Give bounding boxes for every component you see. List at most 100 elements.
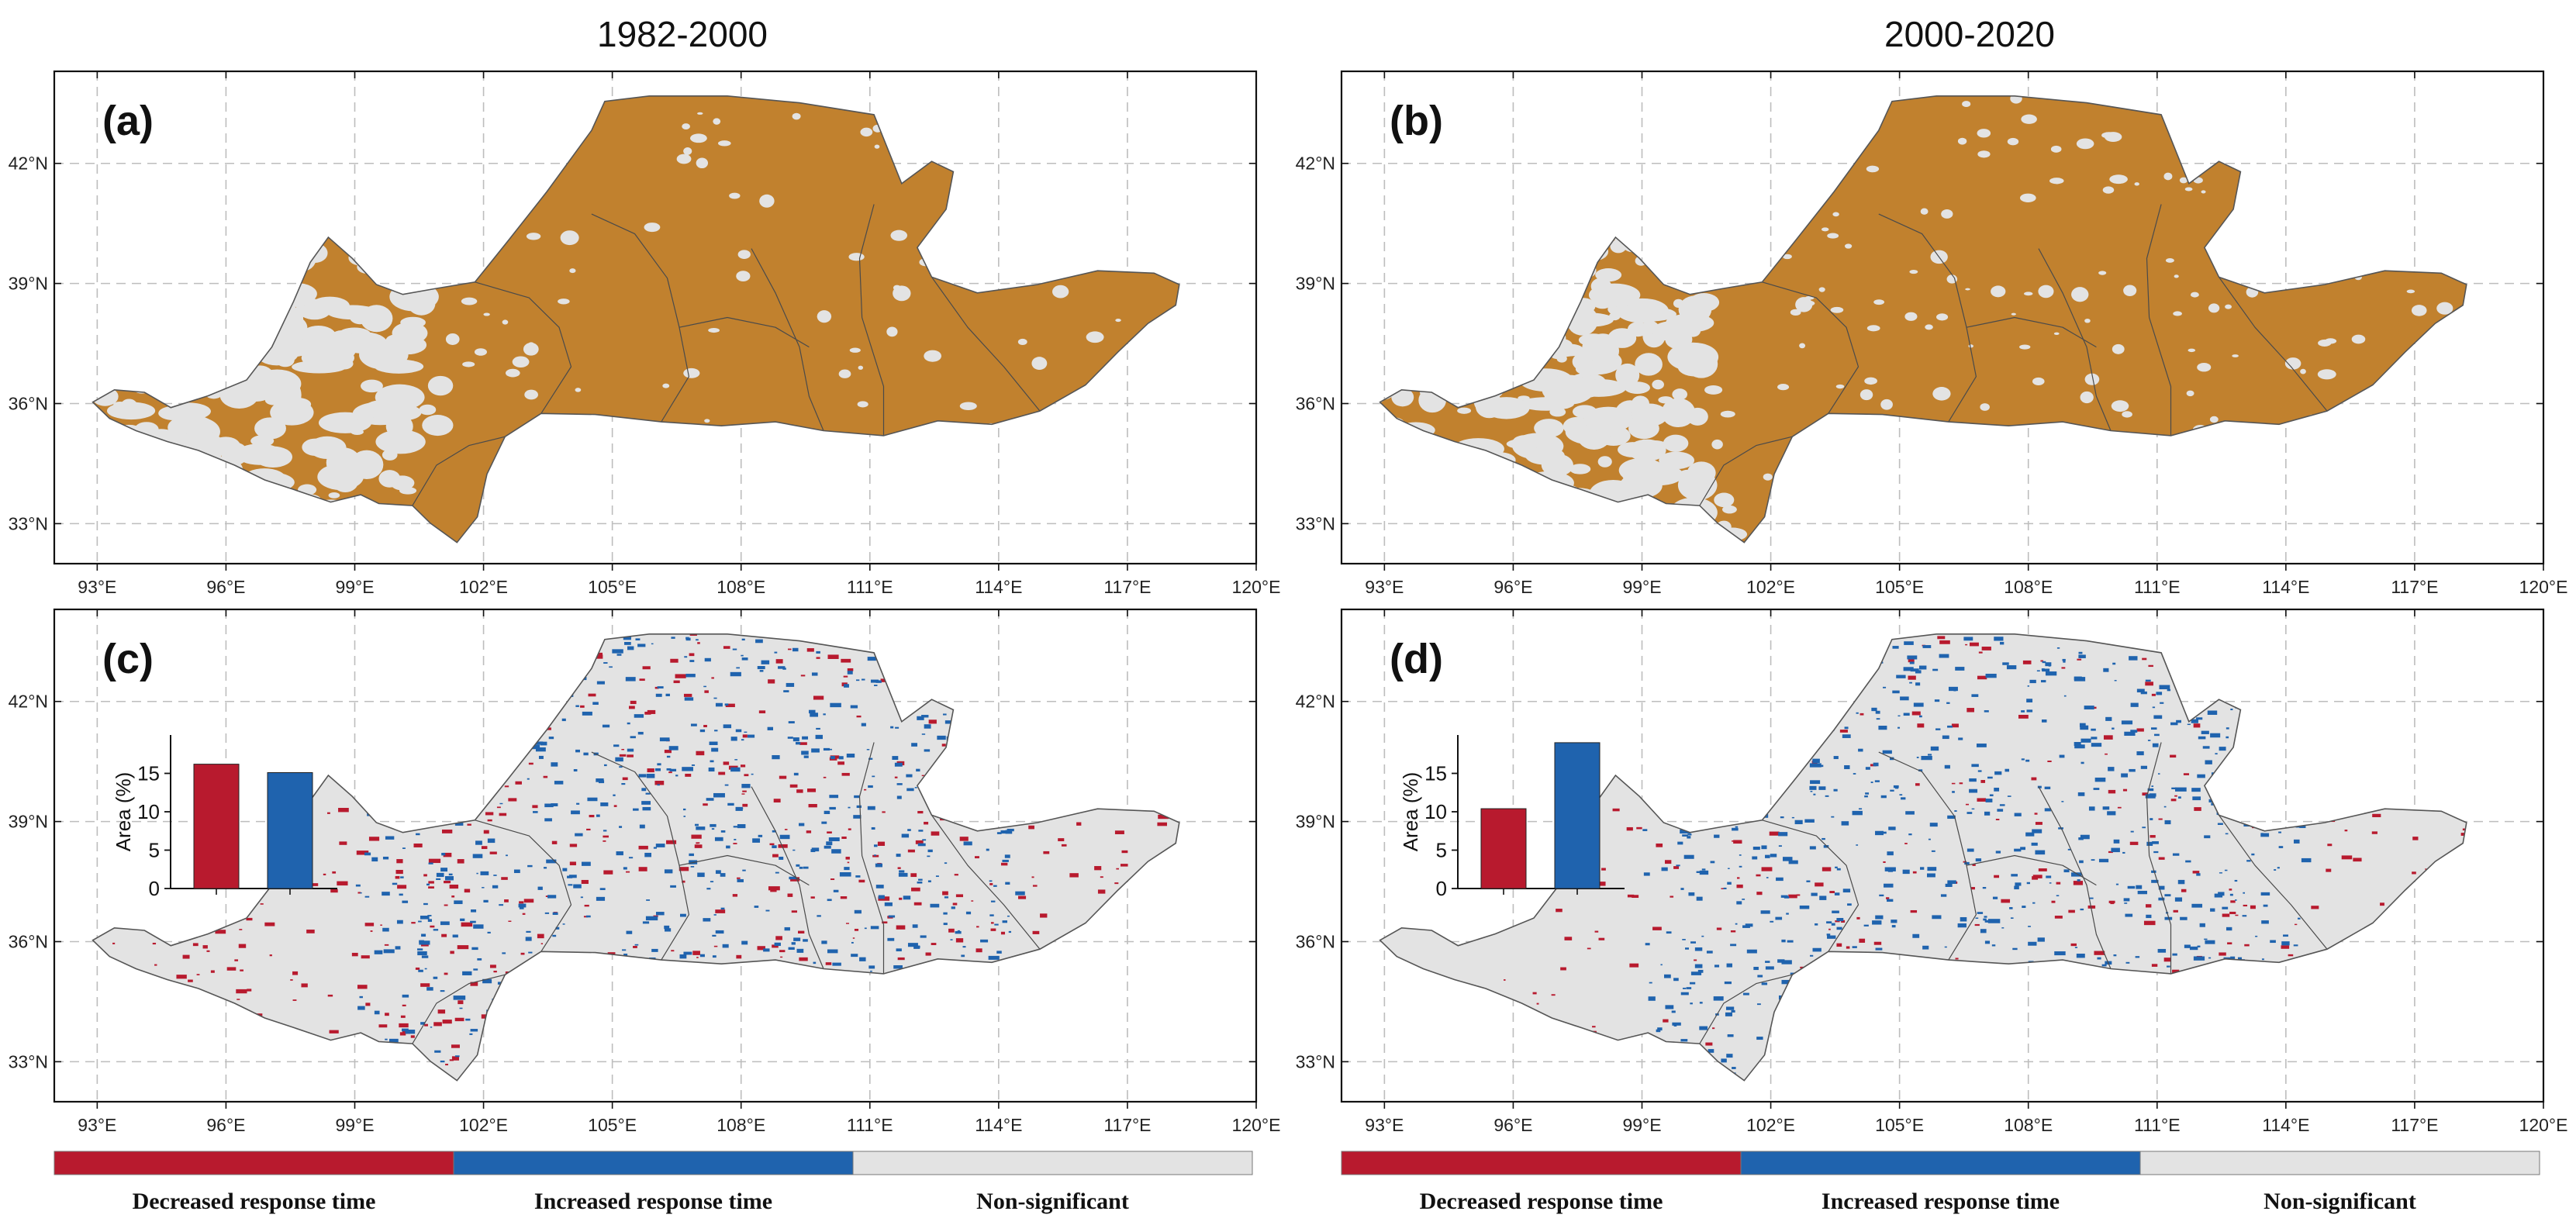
- lon-tick-label: 102°E: [459, 577, 508, 597]
- lon-tick-label: 114°E: [975, 1115, 1022, 1135]
- lon-tick-label: 111°E: [2134, 1115, 2181, 1135]
- inset-bar-increased: [1554, 742, 1601, 889]
- lat-tick-label: 33°N: [9, 1051, 48, 1071]
- lat-tick-label: 36°N: [1296, 393, 1335, 413]
- inset-y-tick-label: 10: [1424, 800, 1447, 823]
- lon-tick-label: 105°E: [588, 1115, 637, 1135]
- legend-swatch: [1341, 1151, 1742, 1175]
- lat-tick-label: 39°N: [9, 812, 48, 832]
- inset-y-tick-label: 15: [1424, 762, 1447, 785]
- lon-tick-label: 96°E: [206, 1115, 245, 1135]
- lon-tick-label: 111°E: [847, 577, 893, 597]
- lat-tick-label: 42°N: [1296, 154, 1335, 174]
- lon-tick-label: 108°E: [2004, 1115, 2053, 1135]
- legend-swatch: [453, 1151, 854, 1175]
- lon-tick-label: 120°E: [1232, 577, 1281, 597]
- legend-left: Decreased response time Increased respons…: [54, 1151, 1253, 1214]
- legend-swatch: [1740, 1151, 2141, 1175]
- map-frame: [1340, 70, 2545, 565]
- lon-tick-label: 117°E: [1103, 577, 1151, 597]
- legend-swatch: [852, 1151, 1253, 1175]
- lat-tick-label: 42°N: [9, 154, 48, 174]
- lon-tick-label: 96°E: [1493, 577, 1532, 597]
- lat-tick-label: 36°N: [1296, 931, 1335, 951]
- panel-label: (a): [102, 98, 154, 144]
- lon-tick-label: 108°E: [2004, 577, 2053, 597]
- inset-y-tick-label: 10: [137, 800, 160, 823]
- lon-tick-label: 114°E: [975, 577, 1022, 597]
- lon-tick-label: 111°E: [847, 1115, 893, 1135]
- subbasin-boundaries: [412, 742, 1041, 1044]
- map-panel-b: 93°E 96°E 99°E 102°E 105°E 108°E 111°E 114°E 117…: [1296, 70, 2568, 597]
- lat-tick-label: 33°N: [1296, 1051, 1335, 1071]
- subbasin-boundaries: [1699, 742, 2328, 1044]
- inset-bar-increased: [267, 772, 313, 889]
- lon-tick-label: 120°E: [1232, 1115, 1281, 1135]
- lon-tick-label: 120°E: [2519, 577, 2568, 597]
- lat-tick-label: 42°N: [1296, 692, 1335, 712]
- title-right: 2000-2020: [1884, 14, 2055, 54]
- legend-swatch: [54, 1151, 454, 1175]
- legend-label: Increased response time: [534, 1189, 772, 1214]
- lat-tick-label: 39°N: [1296, 812, 1335, 832]
- panel-label: (d): [1390, 636, 1443, 682]
- lon-tick-label: 93°E: [1365, 577, 1404, 597]
- map-frame: [53, 70, 1258, 565]
- legend-label: Non-significant: [976, 1189, 1129, 1214]
- lat-tick-label: 39°N: [9, 274, 48, 294]
- title-left: 1982-2000: [597, 14, 768, 54]
- inset-y-tick-label: 5: [1436, 839, 1447, 862]
- inset-y-label: Area (%): [112, 772, 135, 852]
- lon-tick-label: 99°E: [1622, 577, 1661, 597]
- panel-label: (b): [1390, 98, 1443, 144]
- lon-tick-label: 93°E: [78, 1115, 116, 1135]
- subbasin-boundaries: [1699, 204, 2328, 506]
- lon-tick-label: 93°E: [1365, 1115, 1404, 1135]
- lon-tick-label: 102°E: [1746, 1115, 1795, 1135]
- basin-outline: [1379, 633, 2467, 1082]
- lat-tick-label: 36°N: [9, 931, 48, 951]
- inset-y-tick-label: 5: [149, 839, 160, 862]
- inset-y-tick-label: 0: [149, 877, 160, 900]
- lon-tick-label: 114°E: [2262, 1115, 2309, 1135]
- subbasin-boundaries: [412, 204, 1041, 506]
- basin-outline: [1379, 95, 2467, 543]
- inset-bar-decreased: [193, 764, 240, 889]
- lon-tick-label: 117°E: [2391, 577, 2438, 597]
- lat-tick-label: 39°N: [1296, 274, 1335, 294]
- panel-label: (c): [102, 636, 154, 682]
- lon-tick-label: 96°E: [206, 577, 245, 597]
- basin-outline: [92, 95, 1180, 543]
- map-panel-a: 93°E 96°E 99°E 102°E 105°E 108°E 111°E 114°E 117…: [9, 70, 1281, 597]
- lon-tick-label: 99°E: [335, 577, 374, 597]
- lon-tick-label: 96°E: [1493, 1115, 1532, 1135]
- inset-y-label: Area (%): [1399, 772, 1422, 852]
- lon-tick-label: 108°E: [717, 577, 765, 597]
- lon-tick-label: 108°E: [717, 1115, 765, 1135]
- lon-tick-label: 105°E: [588, 577, 637, 597]
- map-panel-c: 93°E 96°E 99°E 102°E 105°E 108°E 111°E 114°E 117…: [9, 608, 1281, 1135]
- lat-tick-label: 36°N: [9, 393, 48, 413]
- lon-tick-label: 117°E: [2391, 1115, 2438, 1135]
- lon-tick-label: 117°E: [1103, 1115, 1151, 1135]
- lon-tick-label: 99°E: [335, 1115, 374, 1135]
- lon-tick-label: 99°E: [1622, 1115, 1661, 1135]
- basin-fill: [92, 95, 1179, 543]
- basin-fill: [1380, 633, 2467, 1081]
- map-panel-d: 93°E 96°E 99°E 102°E 105°E 108°E 111°E 114°E 117…: [1296, 608, 2567, 1135]
- lat-tick-label: 42°N: [9, 692, 48, 712]
- legend-label: Decreased response time: [1420, 1189, 1663, 1214]
- map-frame: [1340, 608, 2545, 1103]
- legend-right: Decreased response time Increased respons…: [1341, 1151, 2540, 1214]
- lon-tick-label: 105°E: [1875, 1115, 1924, 1135]
- lon-tick-label: 102°E: [459, 1115, 508, 1135]
- basin-outline: [92, 633, 1180, 1082]
- legend-label: Decreased response time: [133, 1189, 376, 1214]
- lon-tick-label: 105°E: [1875, 577, 1924, 597]
- lon-tick-label: 111°E: [2134, 577, 2181, 597]
- lon-tick-label: 93°E: [78, 577, 116, 597]
- lon-tick-label: 102°E: [1746, 577, 1795, 597]
- legend-label: Increased response time: [1822, 1189, 2060, 1214]
